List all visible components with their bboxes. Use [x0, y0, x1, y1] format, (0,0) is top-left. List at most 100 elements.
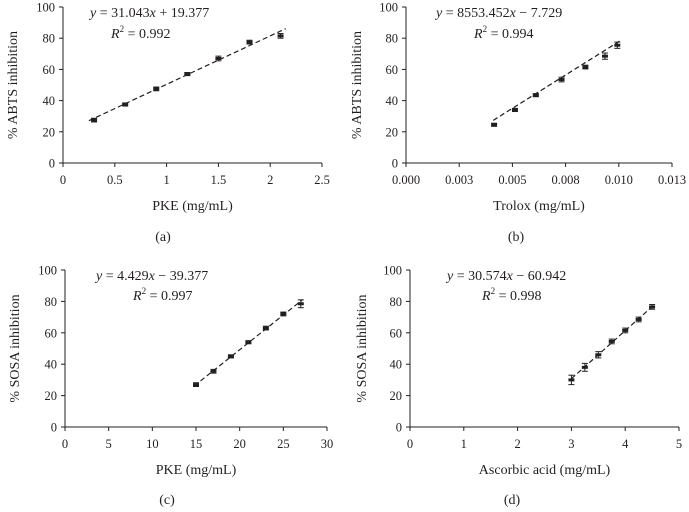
data-marker — [245, 340, 252, 344]
data-point — [277, 33, 284, 39]
r2-superscript: 2 — [120, 24, 125, 34]
x-tick-label: 0.000 — [392, 173, 420, 187]
panel-caption: (d) — [504, 493, 521, 508]
x-tick-label: 1 — [163, 173, 169, 187]
data-point — [532, 93, 539, 98]
y-tick-label: 80 — [43, 32, 56, 46]
r2-symbol: R — [481, 289, 491, 304]
data-point — [246, 39, 253, 45]
r-squared: R2 = 0.998 — [481, 286, 541, 304]
data-point — [297, 299, 304, 309]
equation-slope: = 31.043 — [96, 6, 149, 21]
x-tick-label: 25 — [277, 437, 290, 451]
y-tick-label: 20 — [43, 125, 56, 139]
data-marker — [122, 103, 129, 106]
data-point — [227, 354, 234, 359]
x-tick-label: 5 — [676, 437, 682, 451]
panel-caption: (a) — [155, 230, 171, 245]
data-marker — [277, 34, 284, 38]
x-tick-label: 0.003 — [445, 173, 473, 187]
data-point — [582, 64, 589, 70]
data-marker — [491, 123, 498, 127]
r2-symbol: R — [132, 289, 142, 304]
data-point — [210, 368, 217, 374]
x-tick-label: 0.010 — [605, 173, 633, 187]
data-marker — [210, 369, 217, 373]
y-tick-label: 80 — [45, 295, 58, 309]
r2-symbol: R — [110, 27, 120, 42]
data-point — [595, 351, 602, 359]
r-squared: R2 = 0.997 — [132, 286, 192, 304]
data-marker — [622, 328, 629, 332]
data-point — [601, 52, 608, 60]
data-marker — [215, 56, 222, 60]
data-point — [649, 304, 656, 310]
data-point — [568, 374, 575, 386]
x-tick-label: 0.013 — [658, 173, 686, 187]
data-marker — [511, 108, 518, 112]
y-tick-label: 60 — [390, 326, 403, 340]
x-tick-label: 5 — [106, 437, 112, 451]
y-tick-label: 40 — [390, 358, 403, 372]
panel-caption: (c) — [159, 493, 175, 508]
x-tick-label: 3 — [568, 437, 574, 451]
equation-intercept: − 60.942 — [513, 269, 566, 284]
x-axis-label: Ascorbic acid (mg/mL) — [479, 463, 611, 478]
equation-intercept: − 7.729 — [516, 6, 562, 21]
x-tick-label: 0.005 — [498, 173, 526, 187]
x-tick-label: 1 — [461, 437, 467, 451]
r2-superscript: 2 — [483, 24, 488, 34]
data-point — [581, 362, 588, 372]
x-tick-label: 15 — [190, 437, 203, 451]
x-tick-label: 2 — [267, 173, 273, 187]
equation-intercept: + 19.377 — [156, 6, 209, 21]
equation-x: x — [149, 6, 157, 21]
r2-superscript: 2 — [142, 286, 147, 296]
data-point — [215, 55, 222, 62]
y-tick-label: 60 — [386, 63, 399, 77]
x-tick-label: 0 — [407, 437, 413, 451]
y-tick-label: 0 — [49, 157, 55, 171]
data-marker — [91, 118, 98, 122]
data-marker — [532, 93, 539, 97]
data-marker — [246, 40, 253, 44]
equation-slope: = 30.574 — [453, 269, 506, 284]
data-point — [558, 76, 565, 83]
y-tick-label: 100 — [36, 1, 55, 15]
r2-superscript: 2 — [491, 286, 496, 296]
x-axis-label: Trolox (mg/mL) — [493, 199, 585, 214]
equation-y: y — [434, 6, 443, 21]
data-marker — [262, 326, 269, 330]
x-axis-label: PKE (mg/mL) — [152, 199, 233, 214]
data-point — [193, 382, 199, 387]
equation-x: x — [509, 6, 517, 21]
x-tick-label: 0 — [62, 437, 68, 451]
data-marker — [280, 312, 287, 316]
data-point — [153, 86, 160, 92]
y-tick-label: 40 — [45, 358, 58, 372]
x-tick-label: 0.008 — [552, 173, 580, 187]
equation-y: y — [94, 269, 103, 284]
r-squared: R2 = 0.992 — [110, 24, 170, 42]
data-marker — [614, 43, 621, 47]
y-tick-label: 20 — [45, 389, 58, 403]
data-marker — [601, 54, 608, 58]
y-tick-label: 100 — [38, 264, 57, 278]
data-marker — [227, 354, 234, 358]
data-marker — [595, 353, 602, 357]
equation-y: y — [445, 269, 454, 284]
y-tick-label: 0 — [396, 421, 402, 435]
data-point — [91, 117, 98, 123]
data-marker — [153, 87, 160, 91]
trendline — [492, 39, 622, 121]
y-tick-label: 40 — [386, 94, 399, 108]
data-point — [491, 122, 498, 127]
data-marker — [581, 365, 588, 369]
data-point — [608, 338, 615, 345]
data-point — [622, 327, 629, 334]
y-tick-label: 80 — [390, 295, 403, 309]
x-tick-label: 10 — [146, 437, 159, 451]
regression-equation: y = 30.574x − 60.942 — [445, 269, 566, 284]
data-point — [122, 102, 129, 107]
